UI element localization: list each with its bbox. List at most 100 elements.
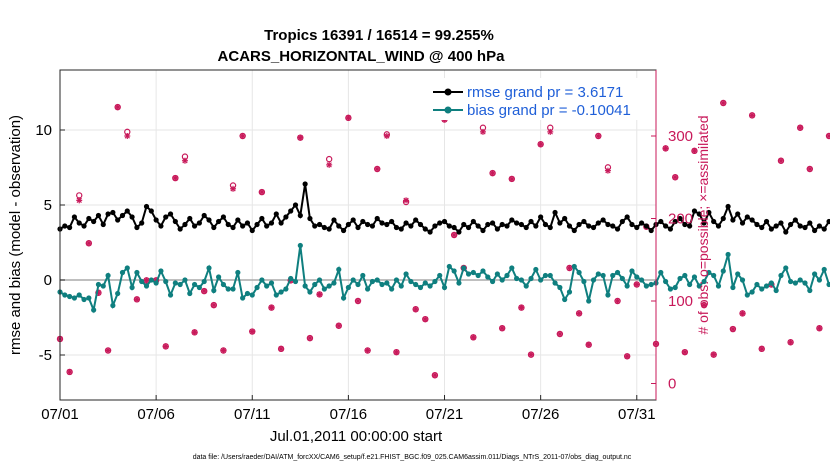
bias-point [143,283,150,289]
obs-assimilated-stroke [268,304,275,311]
obs-assimilated-point [816,325,823,332]
bias-point [730,284,736,291]
obs-assimilated-point [576,310,583,317]
obs-assimilated-point [383,133,390,139]
rmse-point [461,221,467,228]
obs-assimilated-stroke [211,302,217,308]
obs-assimilated-point [374,166,381,172]
obs-assimilated-point [585,341,592,348]
obs-assimilated-point [133,296,140,303]
bias-point [259,277,265,283]
bias-point [312,281,318,288]
bias-point [533,266,539,273]
rmse-point [735,211,741,217]
obs-assimilated-stroke [355,298,361,304]
obs-assimilated-stroke [374,166,380,172]
obs-assimilated-point [470,334,477,341]
obs-assimilated-stroke [634,281,640,288]
obs-assimilated-point [556,331,563,337]
bias-point [86,295,92,301]
obs-assimilated-stroke [115,104,121,110]
rmse-point [514,220,520,226]
obs-assimilated-point [162,343,169,350]
obs-assimilated-stroke [595,133,601,139]
rmse-point [129,214,135,220]
obs-assimilated-stroke [470,334,477,340]
rmse-point [663,223,669,229]
bias-point [115,290,121,297]
bias-point [403,271,409,277]
obs-assimilated-point [729,326,736,333]
bias-point [648,281,654,288]
obs-assimilated-stroke [566,265,573,271]
bias-point [792,280,798,286]
rmse-point [648,227,654,234]
bias-point [470,269,476,276]
rmse-point [384,221,390,228]
obs-possible-point [76,192,83,199]
rmse-point [182,221,188,228]
rmse-point [480,227,486,234]
obs-assimilated-point [499,325,506,332]
obs-assimilated-stroke [182,158,188,164]
rmse-point [667,226,674,232]
bias-point [384,280,390,286]
bias-point [158,268,164,274]
obs-assimilated-stroke [518,304,525,311]
legend-bias-text: bias grand pr = -0.10041 [467,102,631,119]
bias-point [187,290,193,297]
bias-point [677,275,683,282]
bias-point [576,269,582,276]
rmse-point [91,218,97,225]
obs-assimilated-stroke [662,145,669,152]
bias-point [288,275,294,282]
obs-assimilated-stroke [201,288,207,294]
rmse-point [278,220,284,226]
bias-point [557,284,563,291]
bias-point [514,275,520,282]
y2-tick-label: 0 [668,376,676,393]
bias-point [456,280,462,286]
bias-point [302,283,308,289]
bias-point [739,277,746,283]
rmse-point [610,223,616,229]
obs-assimilated-point [191,329,198,336]
bias-point [307,289,313,295]
bias-point [417,284,424,291]
rmse-point [590,224,597,231]
obs-assimilated-point [105,347,112,354]
y-tick-label: 5 [44,197,52,214]
obs-assimilated-stroke [787,339,794,345]
rmse-point [528,218,534,225]
obs-assimilated-stroke [66,369,73,375]
obs-assimilated-stroke [614,298,621,304]
rmse-point [283,214,289,220]
bias-point [821,266,827,273]
bias-point [562,296,568,303]
bias-point [489,278,496,285]
obs-assimilated-stroke [691,148,698,154]
obs-assimilated-stroke [489,170,496,176]
rmse-point [254,221,260,228]
bias-point [393,277,400,283]
rmse-point [86,215,92,222]
rmse-point [413,217,419,223]
bias-point [139,278,145,285]
bias-point [763,283,770,289]
obs-assimilated-point [681,349,688,356]
rmse-point [470,218,476,225]
rmse-point [432,223,438,229]
rmse-point [759,224,765,231]
bias-point [787,278,794,285]
rmse-point [360,218,366,225]
rmse-point [691,208,698,214]
x-tick-label: 07/01 [41,406,79,423]
bias-point [292,278,299,285]
rmse-point [259,215,265,222]
bias-point [725,251,731,258]
obs-assimilated-point [710,351,717,358]
rmse-point [638,220,645,226]
bias-point [518,277,525,283]
rmse-point [749,217,755,223]
rmse-point [499,221,505,228]
